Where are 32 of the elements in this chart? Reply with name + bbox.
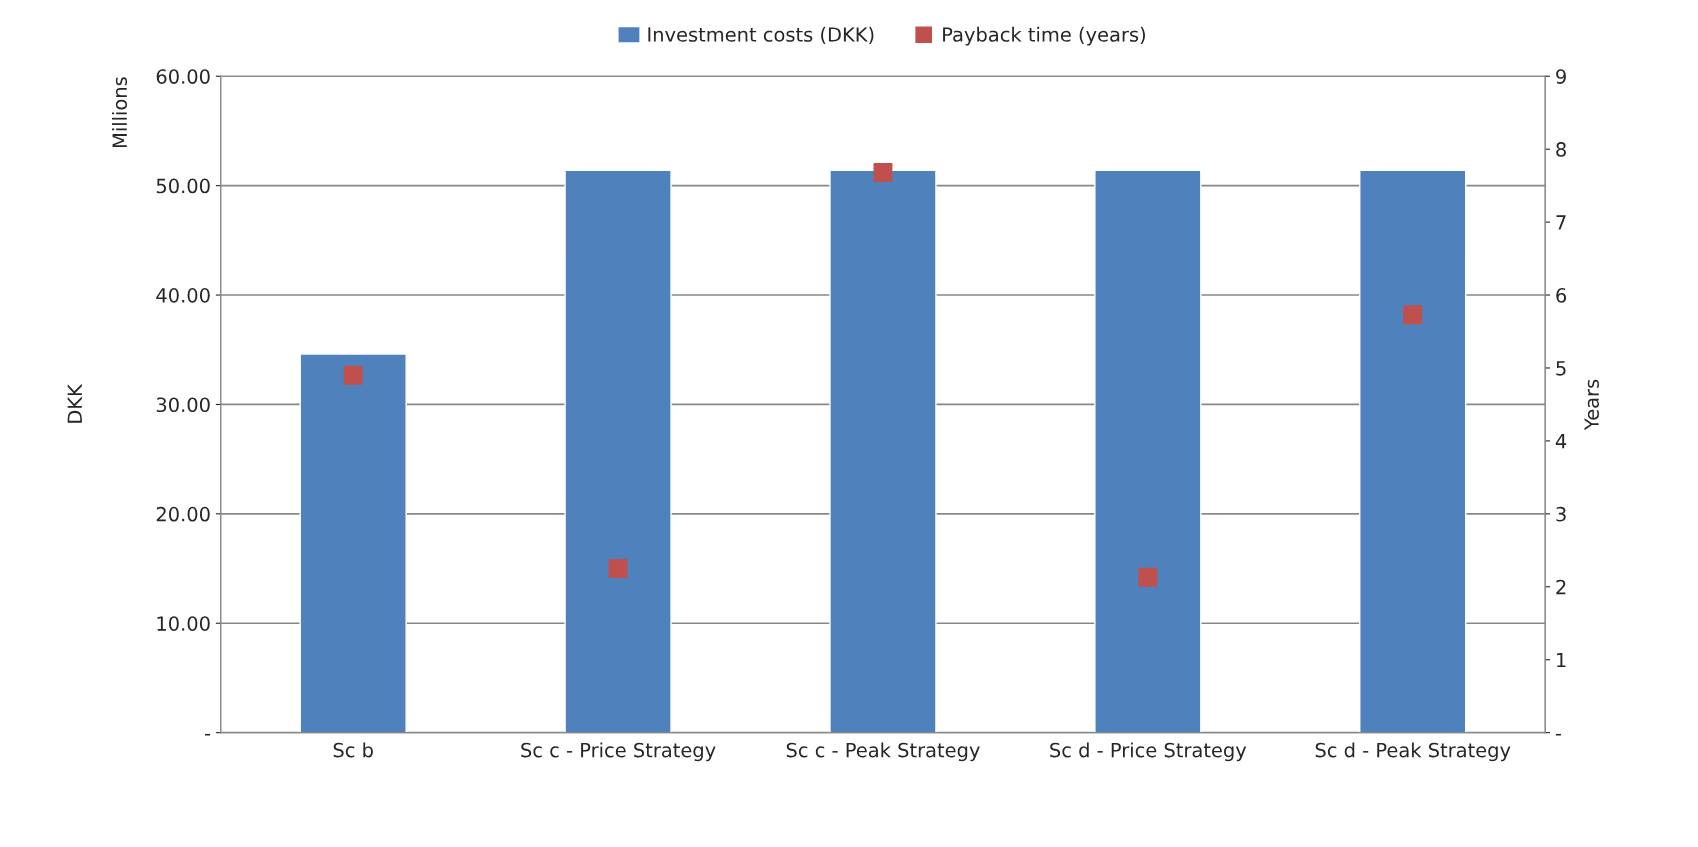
y2-tick-label: 7 <box>1556 215 1566 230</box>
point <box>873 163 893 182</box>
y2-tick-label: - <box>1555 733 1561 736</box>
x-tick-label: Sc d - Price Strategy <box>1050 742 1247 762</box>
x-tick-label: Sc d - Peak Strategy <box>1315 742 1511 762</box>
y-tick-label: 10.00 <box>157 616 210 631</box>
y2-tick-label: 4 <box>1555 434 1567 449</box>
y2-tick-label: 6 <box>1556 287 1567 303</box>
y-tick-label: 20.00 <box>156 506 210 522</box>
x-tick-label: Sc c - Price Strategy <box>521 742 716 762</box>
y-tick-label: 30.00 <box>156 397 210 413</box>
point <box>608 559 628 579</box>
y2-tick-label: 3 <box>1556 506 1566 522</box>
legend-label: Investment costs (DKK) <box>648 26 874 45</box>
y-axis-title: DKK <box>67 383 82 423</box>
point <box>1403 305 1423 325</box>
x-tick-label: Sc b <box>333 742 373 758</box>
y2-tick-label: 8 <box>1556 142 1566 157</box>
y-tick-label: - <box>204 733 211 736</box>
y2-axis-title: Years <box>1584 379 1599 431</box>
legend-label: Payback time (years) <box>943 26 1145 46</box>
text: Millions <box>112 77 128 148</box>
y2-tick-label: 9 <box>1556 69 1566 84</box>
point <box>1138 567 1158 587</box>
y2-tick-label: 1 <box>1557 652 1566 668</box>
y-tick-label: 60.00 <box>156 69 210 84</box>
y-tick-label: 50.00 <box>156 178 210 194</box>
y-tick-label: 40.00 <box>156 287 210 303</box>
y2-tick-label: 2 <box>1556 579 1566 595</box>
x-tick-label: Sc c - Peak Strategy <box>786 742 980 762</box>
y2-tick-label: 5 <box>1556 361 1566 376</box>
point <box>343 365 363 385</box>
